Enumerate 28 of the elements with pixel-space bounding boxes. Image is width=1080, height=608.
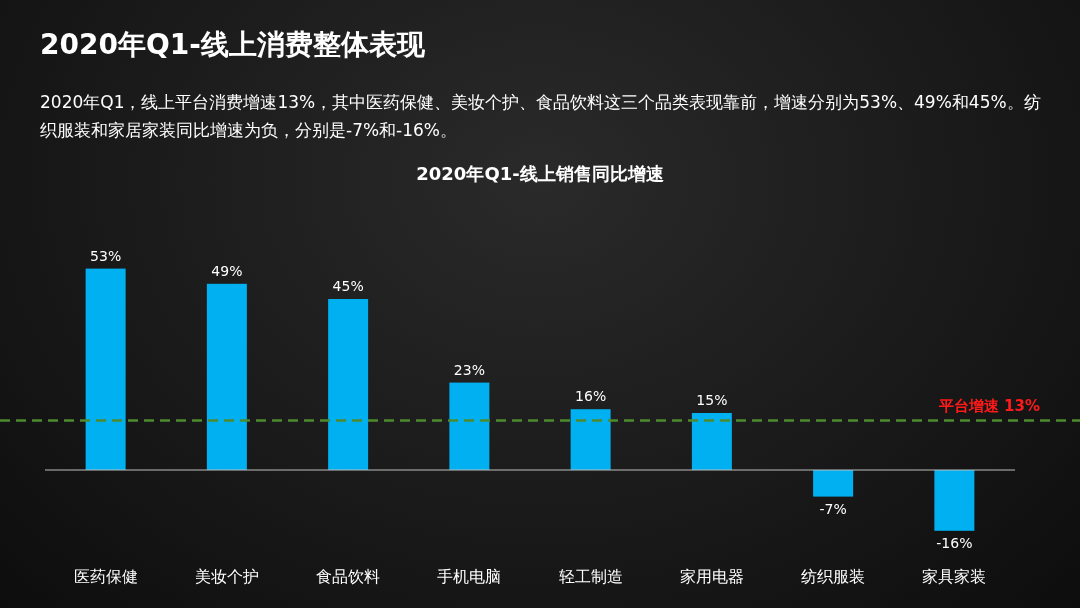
data-label: 23% (453, 361, 485, 378)
x-tick-label: 食品饮料 (316, 567, 381, 586)
data-label: -7% (819, 500, 847, 517)
bar (449, 382, 490, 470)
data-label: -16% (936, 534, 973, 551)
chart-title: 2020年Q1-线上消费整体表现 (40, 27, 425, 63)
x-tick-label: 手机电脑 (437, 567, 502, 586)
data-label: 15% (696, 392, 728, 408)
chart-subtitle: 2020年Q1，线上平台消费增速13%，其中医药保健、美妆个护、食品饮料这三个品类表现靠前，增速分别为53%、49%和45%。纺织服装和家居家装同比增速为负，分别是-7%和-16%。 (40, 91, 1042, 142)
bar (813, 470, 854, 497)
bar (934, 470, 975, 531)
bar (206, 283, 247, 470)
data-label: 16% (575, 388, 607, 405)
text: 2020年Q1-线上销售同比增速 (416, 163, 664, 184)
x-tick-label: 家用电器 (679, 567, 744, 586)
bar (85, 268, 126, 470)
ref-line-label: 平台增速 13% (937, 396, 1040, 415)
x-tick-label: 纺织服装 (801, 567, 866, 586)
bar (570, 409, 611, 470)
x-tick-label: 家具家装 (922, 567, 987, 586)
bar (328, 299, 369, 470)
bar (691, 413, 732, 470)
data-label: 53% (90, 247, 122, 264)
x-tick-label: 轻工制造 (558, 567, 623, 586)
x-tick-label: 美妆个护 (194, 567, 259, 586)
data-label: 49% (211, 262, 243, 279)
data-label: 45% (332, 278, 364, 294)
x-tick-label: 医药保健 (73, 567, 138, 586)
